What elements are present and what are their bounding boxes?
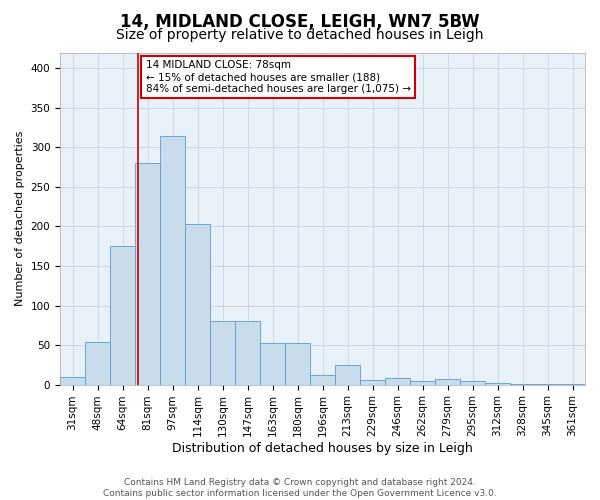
Bar (335, 365, 360, 384)
Bar (135, 163, 160, 384)
X-axis label: Distribution of detached houses by size in Leigh: Distribution of detached houses by size … (172, 442, 473, 455)
Bar (485, 383, 510, 384)
Text: Contains HM Land Registry data © Crown copyright and database right 2024.
Contai: Contains HM Land Registry data © Crown c… (103, 478, 497, 498)
Bar (410, 382, 435, 384)
Text: 14 MIDLAND CLOSE: 78sqm
← 15% of detached houses are smaller (188)
84% of semi-d: 14 MIDLAND CLOSE: 78sqm ← 15% of detache… (146, 60, 410, 94)
Text: 14, MIDLAND CLOSE, LEIGH, WN7 5BW: 14, MIDLAND CLOSE, LEIGH, WN7 5BW (120, 12, 480, 30)
Bar (310, 375, 335, 384)
Bar (160, 136, 185, 384)
Bar (210, 322, 235, 384)
Bar (235, 322, 260, 384)
Bar (285, 344, 310, 384)
Bar (60, 378, 85, 384)
Bar (385, 378, 410, 384)
Bar (435, 379, 460, 384)
Bar (360, 380, 385, 384)
Text: Size of property relative to detached houses in Leigh: Size of property relative to detached ho… (116, 28, 484, 42)
Bar (460, 382, 485, 384)
Bar (260, 344, 285, 384)
Y-axis label: Number of detached properties: Number of detached properties (15, 131, 25, 306)
Bar (185, 224, 210, 384)
Bar (85, 342, 110, 384)
Bar (110, 246, 135, 384)
